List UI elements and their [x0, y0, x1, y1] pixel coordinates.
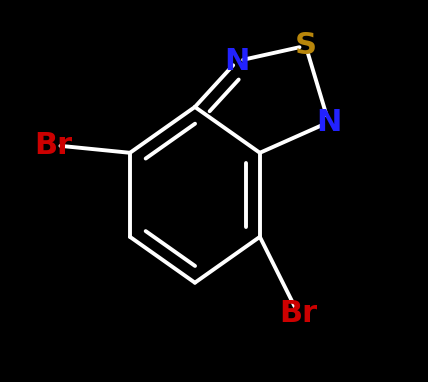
Text: Br: Br — [279, 299, 317, 328]
Text: S: S — [295, 31, 317, 60]
Text: Br: Br — [35, 131, 73, 160]
Text: N: N — [316, 108, 341, 137]
Text: N: N — [224, 47, 250, 76]
